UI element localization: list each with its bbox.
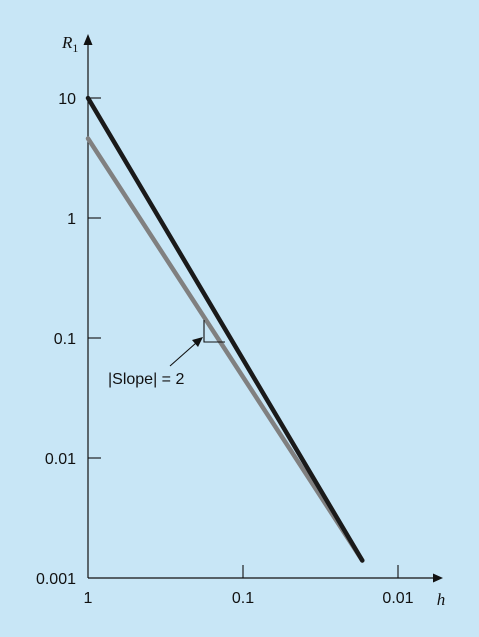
series-layer [85,95,365,563]
y-tick-label: 0.01 [45,451,76,468]
x-axis-arrow [433,573,443,583]
slope-annotation: |Slope| = 2 [108,320,225,388]
series-line-gray [85,136,365,563]
annotation-text: |Slope| = 2 [108,371,184,388]
slope-triangle [203,320,225,343]
y-tick-label: 10 [58,91,76,108]
x-tick-label: 1 [84,590,93,607]
y-axis: R1 [61,33,93,578]
y-axis-label-main: R [61,33,73,52]
y-axis-label-subscript: 1 [72,41,78,55]
annotation-arrow-line [169,342,197,367]
y-axis-label: R1 [61,33,78,55]
ticks: 1 0.1 0.01 10 1 0.1 0.01 0.001 [36,91,414,607]
y-tick-label: 0.001 [36,571,76,588]
series-line-black [85,95,365,563]
x-tick-label: 0.01 [382,590,413,607]
y-axis-arrow [83,34,93,45]
x-axis: h [88,573,446,609]
x-axis-label: h [437,590,446,609]
y-tick-label: 0.1 [54,331,76,348]
x-tick-label: 0.1 [232,590,254,607]
y-tick-label: 1 [67,211,76,228]
annotation-arrowhead [192,337,203,347]
